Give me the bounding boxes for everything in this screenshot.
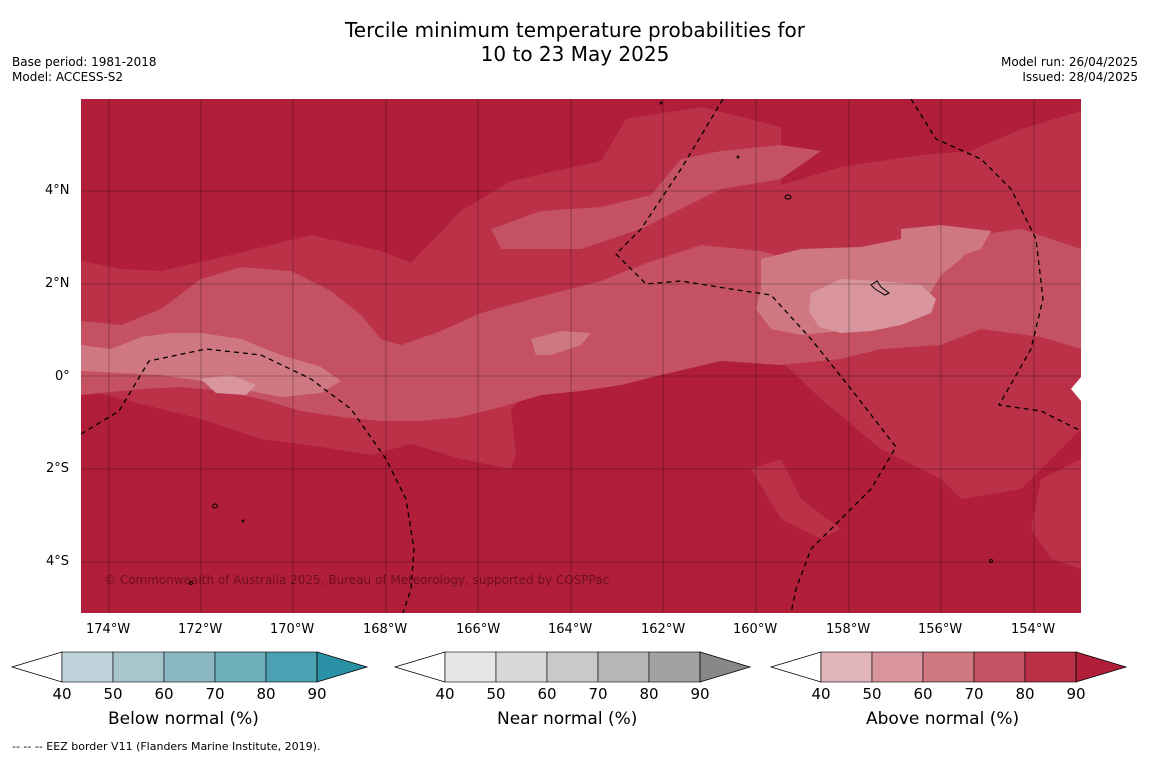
region-above-80-south	[751, 459, 841, 539]
colorbar-segment	[973, 651, 1026, 683]
title-line-2: 10 to 23 May 2025	[480, 42, 670, 66]
colorbar-tick-label: 40	[52, 685, 71, 703]
lon-label-174w: 174°W	[86, 622, 131, 637]
colorbar-tick-label: 80	[256, 685, 275, 703]
colorbar-tick-label: 60	[537, 685, 556, 703]
colorbar-tick-label: 90	[307, 685, 326, 703]
lon-label-172w: 172°W	[178, 622, 223, 637]
region-above-70-north	[491, 145, 821, 249]
colorbar-arrow-high	[316, 651, 369, 683]
colorbar-tick-label: 50	[486, 685, 505, 703]
colorbar-tick-label: 70	[588, 685, 607, 703]
colorbar-tick-label: 50	[103, 685, 122, 703]
lat-label-0: 0°	[55, 369, 70, 384]
colorbar-near-normal: 40 50 60 70 80 90	[393, 651, 752, 703]
colorbar-segment	[597, 651, 650, 683]
colorbar-tick-label: 40	[435, 685, 454, 703]
colorbar-below-normal: 40 50 60 70 80 90	[10, 651, 369, 703]
colorbar-segment	[871, 651, 924, 683]
lon-label-170w: 170°W	[270, 622, 315, 637]
region-above-50-west	[201, 375, 256, 395]
colorbar-segment	[444, 651, 497, 683]
colorbar-tick-label: 60	[913, 685, 932, 703]
colorbar-tick-label: 70	[205, 685, 224, 703]
lat-label-4n: 4°N	[45, 183, 70, 198]
colorbar-segment	[265, 651, 318, 683]
graticule	[81, 99, 1081, 613]
colorbar-arrow-high	[699, 651, 752, 683]
colorbar-tick-label: 40	[811, 685, 830, 703]
region-above-50-east	[809, 279, 936, 333]
region-below-40-edge	[1071, 377, 1081, 401]
colorbar-segment	[546, 651, 599, 683]
lat-label-2s: 2°S	[46, 461, 70, 476]
meta-right: Model run: 26/04/2025 Issued: 28/04/2025	[1001, 55, 1138, 85]
eez-footnote: -- -- -- EEZ border V11 (Flanders Marine…	[12, 740, 321, 753]
lat-label-2n: 2°N	[45, 276, 70, 291]
colorbar-segment	[214, 651, 267, 683]
probability-map	[81, 99, 1081, 613]
colorbar-above-normal: 40 50 60 70 80 90	[769, 651, 1128, 703]
legend-title-below-normal: Below normal (%)	[108, 709, 259, 729]
colorbar-tick-label: 90	[1066, 685, 1085, 703]
lat-label-4s: 4°S	[46, 554, 70, 569]
model-name: Model: ACCESS-S2	[12, 70, 124, 84]
lon-label-154w: 154°W	[1011, 622, 1056, 637]
colorbar-tick-label: 80	[1015, 685, 1034, 703]
colorbar-tick-label: 50	[862, 685, 881, 703]
region-above-60-ne	[901, 225, 991, 259]
lon-label-162w: 162°W	[641, 622, 686, 637]
lon-label-158w: 158°W	[826, 622, 871, 637]
colorbar-segment	[112, 651, 165, 683]
colorbar-segment	[1024, 651, 1077, 683]
islands	[189, 101, 993, 585]
lon-label-166w: 166°W	[456, 622, 501, 637]
colorbar-segment	[648, 651, 701, 683]
base-period: Base period: 1981-2018	[12, 55, 157, 69]
region-above-60-mid	[531, 331, 591, 355]
colorbar-segment	[922, 651, 975, 683]
region-above-60	[81, 333, 341, 397]
colorbar-arrow-low	[393, 651, 446, 683]
legend-title-near-normal: Near normal (%)	[497, 709, 638, 729]
map-title: Tercile minimum temperature probabilitie…	[0, 18, 1150, 66]
legend-title-above-normal: Above normal (%)	[866, 709, 1020, 729]
title-line-1: Tercile minimum temperature probabilitie…	[344, 18, 806, 42]
lon-label-168w: 168°W	[363, 622, 408, 637]
meta-left: Base period: 1981-2018 Model: ACCESS-S2	[12, 55, 157, 85]
region-above-80-east	[1031, 459, 1081, 569]
lon-label-156w: 156°W	[918, 622, 963, 637]
colorbar-segment	[495, 651, 548, 683]
colorbar-segment	[820, 651, 873, 683]
colorbar-arrow-low	[769, 651, 822, 683]
issued-date: Issued: 28/04/2025	[1022, 70, 1138, 84]
eez-borders	[81, 99, 1081, 613]
colorbar-tick-label: 60	[154, 685, 173, 703]
colorbar-segment	[163, 651, 216, 683]
colorbar-segment	[61, 651, 114, 683]
colorbar-arrow-low	[10, 651, 63, 683]
copyright-text: © Commonwealth of Australia 2025, Bureau…	[104, 573, 610, 587]
colorbar-arrow-high	[1075, 651, 1128, 683]
lon-label-160w: 160°W	[733, 622, 778, 637]
colorbar-tick-label: 70	[964, 685, 983, 703]
colorbar-tick-label: 90	[690, 685, 709, 703]
model-run: Model run: 26/04/2025	[1000, 55, 1138, 69]
colorbar-tick-label: 80	[639, 685, 658, 703]
lon-label-164w: 164°W	[548, 622, 593, 637]
legend-area: 40 50 60 70 80 90 40 50 60 70 80 90 40 50 60 70 80 90	[10, 651, 1128, 703]
